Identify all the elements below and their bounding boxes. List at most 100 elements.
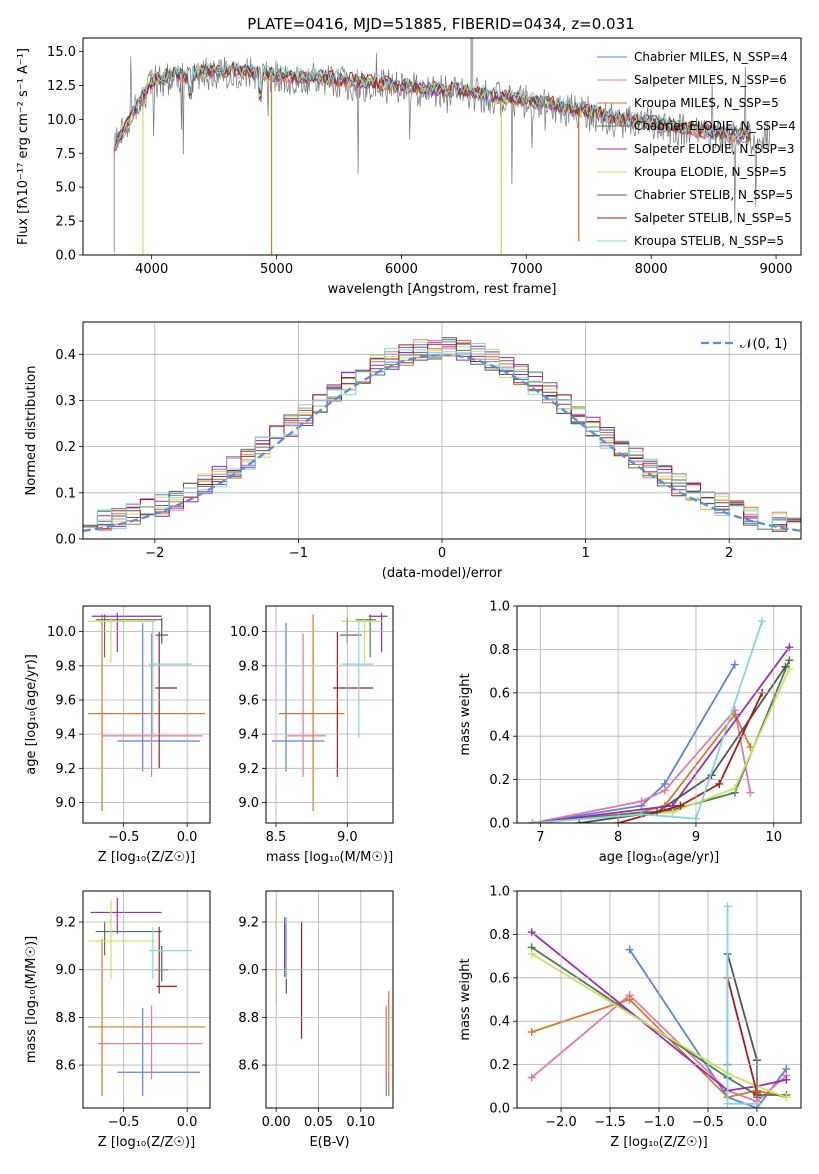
errorbar-point [117, 623, 200, 772]
legend-entry: Salpeter STELIB, N_SSP=5 [634, 211, 792, 225]
y-axis-label: mass weight [458, 673, 473, 755]
weight_vs_Z-plot-area [527, 902, 791, 1108]
weight_vs_age-panel: 7 8 9 10 0.0 0.2 0.4 0.6 0.8 1.0 age [log₁₀(age/yr… [458, 600, 802, 865]
y-axis-label: mass [log₁₀(M/M☉)] [24, 936, 39, 1063]
series-line [531, 953, 787, 1099]
legend-entry: Kroupa ELODIE, N_SSP=5 [634, 165, 787, 179]
y-tick-label: 0.0 [55, 249, 76, 264]
errorbar-point [90, 898, 162, 934]
errorbar-point [102, 633, 203, 777]
y-tick-label: 9.2 [238, 762, 259, 777]
plus-marker [527, 928, 536, 937]
y-tick-label: 0.6 [489, 686, 510, 701]
plus-marker [781, 662, 790, 671]
x-tick-label: −1 [289, 546, 308, 561]
x-tick-label: 4000 [135, 262, 168, 277]
errorbar-point [88, 617, 156, 663]
figure-title: PLATE=0416, MJD=51885, FIBERID=0434, z=0… [247, 15, 634, 33]
plus-marker [637, 797, 646, 806]
axes-frame [82, 37, 802, 256]
x-axis-label: Z [log₁₀(Z/Z☉)] [98, 1135, 195, 1150]
y-axis-label: Normed distribution [24, 366, 39, 496]
mass_vs_EBV-panel: 0.00 0.05 0.10 8.6 8.8 9.0 9.2 E(B-V) [238, 890, 394, 1150]
errorbar-point [368, 612, 388, 653]
y-tick-label: 0.6 [489, 971, 510, 986]
y-tick-label: 5.0 [55, 181, 76, 196]
x-tick-label: 0.0 [177, 830, 198, 845]
errorbar-point [95, 922, 162, 956]
y-tick-label: 9.6 [55, 693, 76, 708]
x-tick-label: 8000 [635, 262, 668, 277]
x-tick-label: 8.5 [266, 830, 287, 845]
x-tick-label: −1.0 [643, 1115, 675, 1130]
y-tick-label: 9.2 [55, 762, 76, 777]
x-tick-label: 0.00 [262, 1115, 291, 1130]
series-line [532, 659, 791, 823]
plus-marker [625, 945, 634, 954]
errorbar-point [117, 1007, 200, 1097]
plus-marker [730, 710, 739, 719]
y-tick-label: 2.5 [55, 215, 76, 230]
y-tick-label: 9.0 [238, 796, 259, 811]
plus-marker [785, 656, 794, 665]
y-tick-label: 12.5 [47, 79, 76, 94]
y-tick-label: 10.0 [230, 625, 259, 640]
plus-marker [660, 786, 669, 795]
axes-frame [516, 605, 802, 824]
x-axis-label: age [log₁₀(age/yr)] [599, 850, 720, 865]
y-tick-label: 8.6 [55, 1059, 76, 1074]
spectrum-legend: Chabrier MILES, N_SSP=4 Salpeter MILES, N… [597, 50, 796, 248]
y-tick-label: 0.4 [489, 730, 510, 745]
y-tick-label: 9.8 [55, 659, 76, 674]
plus-marker [758, 617, 767, 626]
x-tick-label: 0.10 [346, 1115, 375, 1130]
age_vs_Z-plot-area [88, 612, 205, 812]
model-spectrum-kroupa-stelib [113, 61, 752, 148]
x-axis-label: Z [log₁₀(Z/Z☉)] [610, 1135, 707, 1150]
y-tick-label: 0.2 [489, 773, 510, 788]
legend-entry: Chabrier STELIB, N_SSP=5 [634, 188, 793, 202]
y-tick-label: 15.0 [47, 45, 76, 60]
series-line [532, 646, 791, 823]
x-tick-label: 5000 [260, 262, 293, 277]
legend-entry: 𝒩(0, 1) [740, 337, 787, 352]
errorbar-point [149, 926, 193, 980]
y-tick-label: 1.0 [489, 885, 510, 900]
y-tick-label: 9.2 [238, 916, 259, 931]
series-chabrier-elodie [528, 656, 794, 823]
plus-marker [715, 779, 724, 788]
axes-frame [82, 605, 211, 824]
y-axis-label: age [log₁₀(age/yr)] [24, 654, 39, 775]
plus-marker [668, 808, 677, 817]
errorbar-point [156, 926, 177, 994]
errorbar-point [278, 614, 345, 812]
series-line [531, 931, 787, 1092]
y-tick-label: 9.4 [238, 728, 259, 743]
y-tick-label: 9.2 [55, 916, 76, 931]
errorbar-point [333, 631, 374, 777]
errorbar-point [341, 619, 374, 738]
age_vs_mass-panel: 8.5 9.0 9.0 9.2 9.4 9.6 9.8 10.0 mass [log₁₀(M/M… [230, 605, 394, 865]
x-tick-label: 10 [765, 830, 782, 845]
y-tick-label: 0.8 [489, 928, 510, 943]
y-tick-label: 1.0 [489, 600, 510, 615]
series-chabrier-stelib [575, 662, 790, 823]
plus-marker [625, 995, 634, 1004]
plus-marker [527, 949, 536, 958]
x-tick-label: 6000 [385, 262, 418, 277]
y-tick-label: 0.0 [55, 533, 76, 548]
errorbar-point [155, 617, 169, 644]
series-kroupa-elodie [528, 664, 794, 823]
y-tick-label: 0.4 [489, 1015, 510, 1030]
series-line [532, 620, 763, 823]
x-tick-label: 0 [438, 546, 446, 561]
x-tick-label: −0.5 [692, 1115, 724, 1130]
series-line [532, 664, 736, 823]
x-tick-label: −2 [145, 546, 164, 561]
errorbar-point [91, 612, 162, 653]
errorbar-point [341, 617, 382, 663]
plus-marker [782, 1093, 791, 1102]
y-tick-label: 8.8 [238, 1011, 259, 1026]
legend-entry: Salpeter ELODIE, N_SSP=3 [634, 142, 795, 156]
